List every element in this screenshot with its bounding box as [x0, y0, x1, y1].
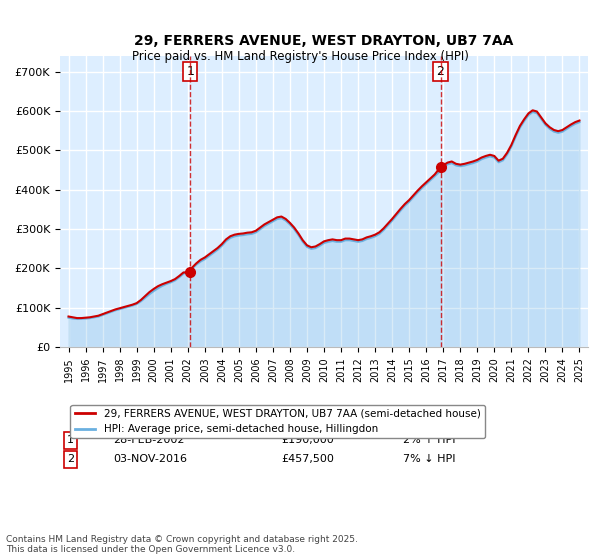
Text: £190,000: £190,000 — [282, 435, 335, 445]
Text: Contains HM Land Registry data © Crown copyright and database right 2025.
This d: Contains HM Land Registry data © Crown c… — [6, 535, 358, 554]
Text: 1: 1 — [67, 435, 74, 445]
Text: £457,500: £457,500 — [282, 454, 335, 464]
Text: 2% ↑ HPI: 2% ↑ HPI — [403, 435, 456, 445]
Text: 1: 1 — [187, 65, 194, 78]
Text: Price paid vs. HM Land Registry's House Price Index (HPI): Price paid vs. HM Land Registry's House … — [131, 50, 469, 63]
Legend: 29, FERRERS AVENUE, WEST DRAYTON, UB7 7AA (semi-detached house), HPI: Average pr: 29, FERRERS AVENUE, WEST DRAYTON, UB7 7A… — [70, 405, 485, 438]
Text: 2: 2 — [67, 454, 74, 464]
Text: 28-FEB-2002: 28-FEB-2002 — [113, 435, 184, 445]
Text: 2: 2 — [437, 65, 445, 78]
Text: 7% ↓ HPI: 7% ↓ HPI — [403, 454, 456, 464]
Text: 03-NOV-2016: 03-NOV-2016 — [113, 454, 187, 464]
Title: 29, FERRERS AVENUE, WEST DRAYTON, UB7 7AA: 29, FERRERS AVENUE, WEST DRAYTON, UB7 7A… — [134, 34, 514, 48]
